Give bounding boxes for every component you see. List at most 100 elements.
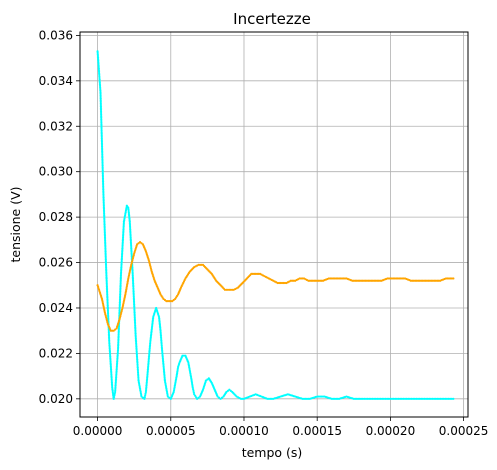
data-point <box>131 276 134 279</box>
chart-title: Incertezze <box>233 10 311 28</box>
data-point <box>161 352 164 355</box>
data-point <box>390 397 394 400</box>
data-point <box>102 190 105 193</box>
data-point <box>99 108 103 111</box>
data-point <box>99 92 102 95</box>
data-point <box>118 307 121 311</box>
data-point <box>108 349 111 352</box>
data-point <box>102 206 105 209</box>
data-point <box>122 233 125 236</box>
data-point <box>402 397 405 400</box>
data-point <box>114 389 117 392</box>
data-point <box>163 371 166 374</box>
data-point <box>111 384 114 387</box>
data-point <box>105 285 108 288</box>
data-point <box>131 277 135 280</box>
data-point <box>117 342 120 346</box>
data-point <box>107 333 111 336</box>
data-point <box>105 287 109 290</box>
data-point <box>418 397 421 400</box>
data-point <box>121 247 124 250</box>
data-point <box>132 293 135 296</box>
data-point <box>104 239 107 242</box>
data-point <box>144 394 147 397</box>
data-point <box>161 357 164 360</box>
data-point <box>120 268 123 271</box>
data-point <box>132 288 135 292</box>
data-point <box>130 255 133 258</box>
data-point <box>99 87 102 91</box>
data-point <box>107 314 110 317</box>
data-point <box>381 397 384 400</box>
data-point <box>129 233 132 236</box>
y-tick-label: 0.028 <box>39 210 73 224</box>
data-point <box>97 58 100 61</box>
data-point <box>128 220 131 223</box>
data-point <box>99 86 102 89</box>
data-point <box>408 397 412 400</box>
data-point <box>100 113 103 116</box>
data-point <box>116 349 120 352</box>
x-axis-label: tempo (s) <box>242 445 303 460</box>
data-point <box>132 300 136 303</box>
data-point <box>98 76 101 80</box>
data-point <box>113 394 116 397</box>
data-point <box>144 392 147 395</box>
data-point <box>109 360 112 363</box>
data-point <box>98 83 102 86</box>
data-point <box>122 226 125 230</box>
data-point <box>121 241 124 244</box>
data-point <box>110 375 113 378</box>
data-point <box>116 358 119 362</box>
y-tick-label: 0.036 <box>39 28 73 42</box>
data-point <box>121 250 124 253</box>
data-point <box>122 223 125 226</box>
data-point <box>136 358 139 361</box>
data-point <box>131 280 135 284</box>
data-point <box>105 266 108 269</box>
data-point <box>146 376 149 379</box>
data-point <box>371 397 374 400</box>
data-point <box>104 258 107 261</box>
data-point <box>143 397 146 400</box>
data-point <box>100 123 103 126</box>
data-point <box>108 340 111 344</box>
data-point <box>394 397 397 400</box>
data-point <box>144 390 147 394</box>
data-point <box>131 271 134 274</box>
data-point <box>120 260 123 263</box>
data-point <box>118 306 121 309</box>
data-point <box>103 218 106 221</box>
data-point <box>105 268 108 271</box>
data-point <box>159 336 163 339</box>
data-point <box>379 397 382 400</box>
data-point <box>119 293 122 296</box>
y-tick-label: 0.030 <box>39 165 73 179</box>
data-point <box>135 347 138 350</box>
data-point <box>105 279 108 282</box>
data-point <box>452 277 455 280</box>
data-point <box>115 362 119 365</box>
data-point <box>130 244 133 247</box>
data-point <box>191 386 194 389</box>
data-point <box>118 309 121 312</box>
data-point <box>117 328 120 331</box>
data-point <box>101 154 104 158</box>
data-point <box>100 143 104 146</box>
data-point <box>103 225 106 228</box>
data-point <box>97 70 101 73</box>
data-point <box>109 365 112 368</box>
data-point <box>147 363 150 366</box>
data-point <box>450 397 453 400</box>
data-point <box>135 348 138 351</box>
data-point <box>129 230 132 233</box>
data-point <box>373 397 376 400</box>
data-point <box>115 376 118 379</box>
data-point <box>120 256 123 260</box>
data-point <box>135 355 139 358</box>
data-point <box>148 353 151 357</box>
x-tick-label: 0.00025 <box>439 424 489 438</box>
data-point <box>108 345 111 349</box>
data-point <box>114 379 117 382</box>
